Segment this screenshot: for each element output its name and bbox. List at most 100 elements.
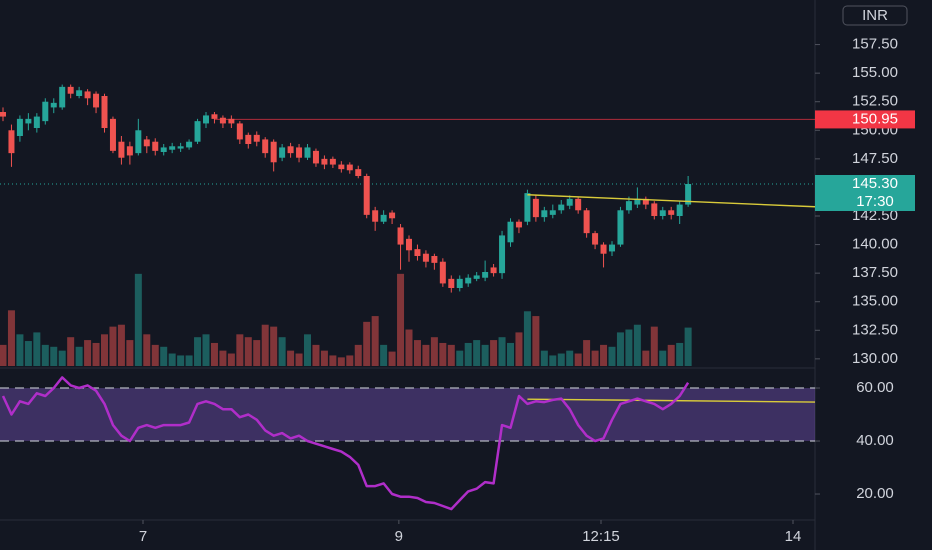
candle-body xyxy=(414,249,421,256)
candle-body xyxy=(363,176,370,215)
x-tick-label: 7 xyxy=(139,528,147,545)
volume-bar xyxy=(227,353,235,366)
volume-bar xyxy=(413,340,421,366)
volume-bar xyxy=(388,351,396,366)
rsi-line xyxy=(1,376,690,511)
candle-body xyxy=(524,193,531,222)
candle-body xyxy=(346,164,353,171)
candle-body xyxy=(203,115,210,124)
volume-bar xyxy=(24,341,32,366)
volume-bar xyxy=(177,355,185,366)
volume-bar xyxy=(642,350,650,366)
volume-bar xyxy=(304,334,312,366)
volume-bar xyxy=(278,337,286,366)
candle-body xyxy=(668,210,675,215)
volume-bar xyxy=(101,334,109,366)
candle-body xyxy=(211,114,218,119)
volume-bar xyxy=(33,332,41,366)
volume-bar xyxy=(684,327,692,366)
volume-bar xyxy=(600,344,608,366)
volume-bar xyxy=(405,329,413,366)
y-tick-label: 142.50 xyxy=(852,207,898,224)
candle-body xyxy=(676,204,683,216)
candle-body xyxy=(515,221,522,228)
candle-body xyxy=(262,139,269,154)
rsi-tick-label: 60.00 xyxy=(856,379,894,396)
candle-body xyxy=(0,112,7,117)
volume-bar xyxy=(523,311,531,366)
candle-body xyxy=(566,198,573,206)
volume-bar xyxy=(397,273,405,366)
candle-body xyxy=(372,210,379,222)
volume-bar xyxy=(608,346,616,366)
candle-body xyxy=(329,158,336,165)
volume-bar xyxy=(667,344,675,366)
price-level-tag xyxy=(815,110,915,129)
currency-box[interactable] xyxy=(842,5,908,26)
rsi-tick-label: 40.00 xyxy=(856,432,894,449)
rsi-band xyxy=(0,388,815,442)
volume-bar xyxy=(41,344,49,366)
candle-body xyxy=(50,102,57,108)
candle-body xyxy=(685,184,692,205)
trendline xyxy=(527,398,816,403)
volume-bar xyxy=(7,310,15,366)
volume-bar xyxy=(481,344,489,366)
candle-body xyxy=(42,101,49,122)
volume-bar xyxy=(591,350,599,366)
candle-body xyxy=(296,147,303,158)
volume-bar xyxy=(456,350,464,366)
volume-bar xyxy=(117,324,125,366)
volume-bar xyxy=(168,353,176,366)
volume-bar xyxy=(549,355,557,366)
volume-bar xyxy=(650,326,658,366)
candle-body xyxy=(76,90,83,96)
candle-body xyxy=(109,118,116,151)
y-tick-label: 130.00 xyxy=(852,350,898,367)
countdown-label: 17:30 xyxy=(856,193,894,210)
candle-body xyxy=(245,134,252,144)
candle-body xyxy=(186,141,193,148)
candle-body xyxy=(600,244,607,254)
x-tick-label: 12:15 xyxy=(582,528,620,545)
volume-bar xyxy=(185,355,193,366)
volume-bar xyxy=(515,332,523,366)
candle-body xyxy=(143,139,150,147)
candle-body xyxy=(380,214,387,222)
y-tick-label: 140.00 xyxy=(852,236,898,253)
candle-body xyxy=(448,278,455,288)
volume-bar xyxy=(67,337,75,366)
volume-bar xyxy=(287,350,295,366)
candle-body xyxy=(253,134,260,142)
candle-body xyxy=(8,130,15,154)
price-level-label: 150.95 xyxy=(852,110,898,127)
y-tick-label: 132.50 xyxy=(852,321,898,338)
y-tick-label: 147.50 xyxy=(852,150,898,167)
candle-body xyxy=(16,118,23,136)
volume-bar xyxy=(574,353,582,366)
volume-bar xyxy=(616,332,624,366)
volume-bar xyxy=(337,357,345,366)
volume-bar xyxy=(380,344,388,366)
volume-bar xyxy=(439,342,447,366)
volume-bar xyxy=(312,344,320,366)
candle-body xyxy=(558,204,565,211)
candle-body xyxy=(406,238,413,251)
volume-bar xyxy=(270,326,278,366)
candle-body xyxy=(439,261,446,284)
volume-bar xyxy=(363,321,371,366)
rsi-tick-label: 20.00 xyxy=(856,485,894,502)
candle-body xyxy=(93,93,100,108)
currency-label[interactable]: INR xyxy=(862,7,888,24)
candle-body xyxy=(228,118,235,124)
candle-body xyxy=(169,146,176,150)
volume-bar xyxy=(430,337,438,366)
volume-bar xyxy=(422,344,430,366)
candle-body xyxy=(397,227,404,245)
candle-body xyxy=(431,256,438,263)
volume-bar xyxy=(320,350,328,366)
volume-bar xyxy=(126,340,134,366)
candle-body xyxy=(338,164,345,170)
